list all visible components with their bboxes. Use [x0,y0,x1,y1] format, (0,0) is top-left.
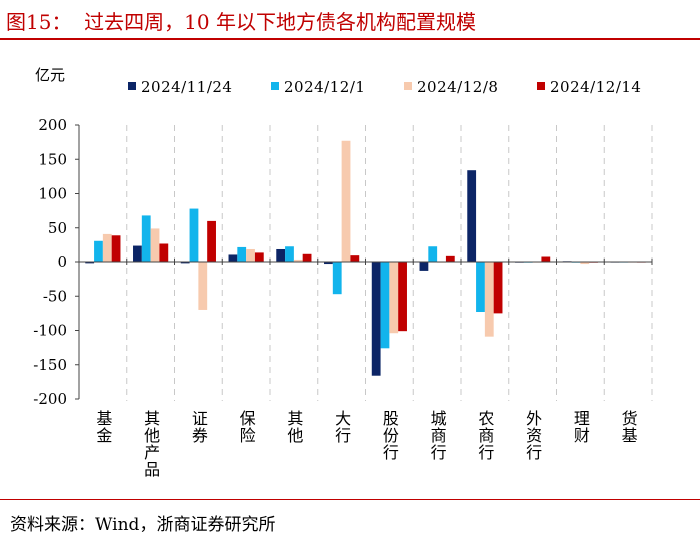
bar-2024-11-24-保险 [228,254,238,262]
x-tick-label: 保险 [237,410,256,444]
y-tick-label: -100 [33,322,67,340]
bar-2024-12-8-其他 [293,259,303,262]
bar-2024-11-24-其他 [276,248,286,262]
bar-2024-11-24-证券 [180,262,190,264]
bar-2024-12-1-基金 [94,240,103,262]
x-tick-label: 外资行 [523,410,542,461]
legend-swatch [537,82,545,90]
x-tick-label: 基金 [93,410,112,444]
bar-2024-12-14-保险 [254,252,264,262]
bar-2024-12-14-其他产品 [159,243,169,262]
bar-2024-12-8-农商行 [484,262,494,337]
x-tick-label: 股份行 [380,410,399,461]
bar-2024-12-14-股份行 [398,262,407,332]
legend-label: 2024/11/24 [141,78,232,96]
y-axis-label: 亿元 [35,66,65,84]
legend-swatch [271,82,279,90]
y-tick-label: -150 [33,356,67,374]
bar-2024-12-1-城商行 [428,246,438,262]
legend-label: 2024/12/14 [550,78,641,96]
bar-2024-12-1-股份行 [380,262,390,349]
x-tick-label: 其他产品 [141,410,160,478]
x-tick-label: 其他 [284,410,303,444]
bar-2024-12-8-其他产品 [150,228,160,262]
y-tick-label: 50 [48,219,67,237]
bar-2024-11-24-大行 [324,262,333,265]
x-tick-label: 农商行 [475,410,494,461]
footer-divider [0,499,700,500]
bar-2024-12-8-保险 [246,248,255,262]
bar-2024-12-1-保险 [237,246,247,262]
x-tick-label: 证券 [189,410,208,444]
title-divider [0,38,700,40]
bar-2024-11-24-农商行 [467,170,477,262]
bar-2024-11-24-城商行 [419,262,429,271]
legend-label: 2024/12/1 [284,78,365,96]
source-note: 资料来源：Wind，浙商证券研究所 [10,515,276,535]
bar-2024-12-1-农商行 [476,262,485,313]
x-tick-label: 货基 [619,410,638,444]
bar-2024-12-14-城商行 [445,255,455,262]
y-tick-label: 100 [38,185,67,203]
bar-2024-11-24-股份行 [371,262,381,376]
figure-title: 图15： 过去四周，10 年以下地方债各机构配置规模 [6,10,476,34]
legend: 2024/11/24 2024/12/1 2024/12/8 2024/12/14 [128,78,641,96]
bar-2024-12-1-其他产品 [141,215,151,262]
y-tick-label: 0 [57,253,67,271]
bar-2024-12-14-外资行 [541,256,551,262]
bar-2024-12-14-大行 [350,255,360,262]
legend-label: 2024/12/8 [417,78,498,96]
bar-2024-12-14-农商行 [493,262,503,314]
x-tick-label: 大行 [332,410,351,444]
bar-2024-12-1-证券 [189,208,199,262]
bar-2024-12-14-其他 [302,253,312,262]
bar-2024-11-24-基金 [85,262,95,264]
bar-2024-12-1-其他 [285,246,294,262]
bars [85,140,646,376]
bar-2024-12-8-大行 [341,140,351,262]
y-tick-label: 200 [38,116,67,134]
bar-2024-12-8-基金 [102,233,112,262]
bar-2024-12-14-证券 [207,220,216,262]
bar-2024-12-8-股份行 [389,262,399,334]
y-tick-label: 150 [38,150,67,168]
bar-2024-12-8-理财 [580,262,590,265]
bar-2024-12-1-大行 [332,262,342,295]
x-tick-labels: 基金 其他产品 证券 保险 其他 大行 股份行 城商行 农商行 外资行 理财 货基 [93,410,637,478]
bar-2024-11-24-其他产品 [133,245,142,262]
y-tick-label: -50 [43,287,67,305]
y-tick-label: -200 [33,390,67,408]
bar-2024-12-14-基金 [111,235,121,262]
bar-2024-12-8-证券 [198,262,208,310]
x-tick-label: 理财 [571,410,590,444]
legend-swatch [404,82,412,90]
axes: 200 150 100 50 0 -50 -100 -150 -200 [33,116,653,408]
x-tick-label: 城商行 [428,410,447,461]
legend-swatch [128,82,136,90]
